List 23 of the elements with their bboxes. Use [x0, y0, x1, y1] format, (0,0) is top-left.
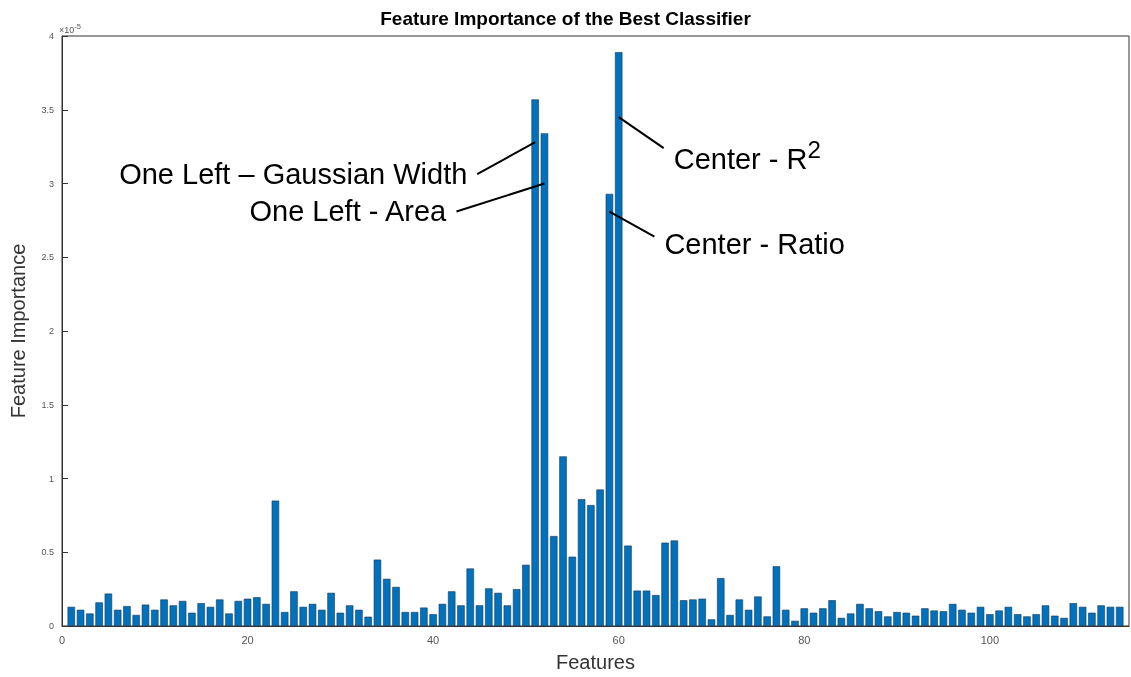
x-tick-label: 20	[241, 633, 254, 646]
y-tick-label: 0.5	[41, 547, 54, 558]
y-tick-label: 2	[48, 326, 54, 336]
annotation: One Left - Area	[249, 195, 447, 228]
y-tick-label: 1.5	[41, 399, 54, 410]
text: ×10$^{-5}$	[59, 22, 81, 35]
annotation: Center - R$^{2}$	[673, 136, 821, 176]
x-tick-label: 60	[612, 633, 625, 646]
y-tick-label: 4	[48, 31, 54, 41]
annotation: Center - Ratio	[664, 228, 845, 262]
y-tick-label: 3	[48, 178, 54, 189]
y-tick-label: 2.5	[41, 252, 54, 263]
y-tick-label: 0	[48, 621, 54, 631]
x-tick-label: 0	[58, 633, 66, 646]
x-axis-title: Features	[556, 651, 635, 673]
x-tick-label: 40	[427, 633, 440, 646]
y-tick-label: 1	[48, 473, 54, 484]
chart-title: Feature Importance of the Best Classifier	[380, 8, 752, 29]
x-tick-label: 100	[980, 633, 1000, 646]
y-axis-title: Feature Importance	[7, 243, 29, 419]
annotation: One Left – Gaussian Width	[119, 157, 468, 191]
x-tick-label: 80	[798, 633, 811, 646]
y-tick-label: 3.5	[41, 104, 54, 115]
